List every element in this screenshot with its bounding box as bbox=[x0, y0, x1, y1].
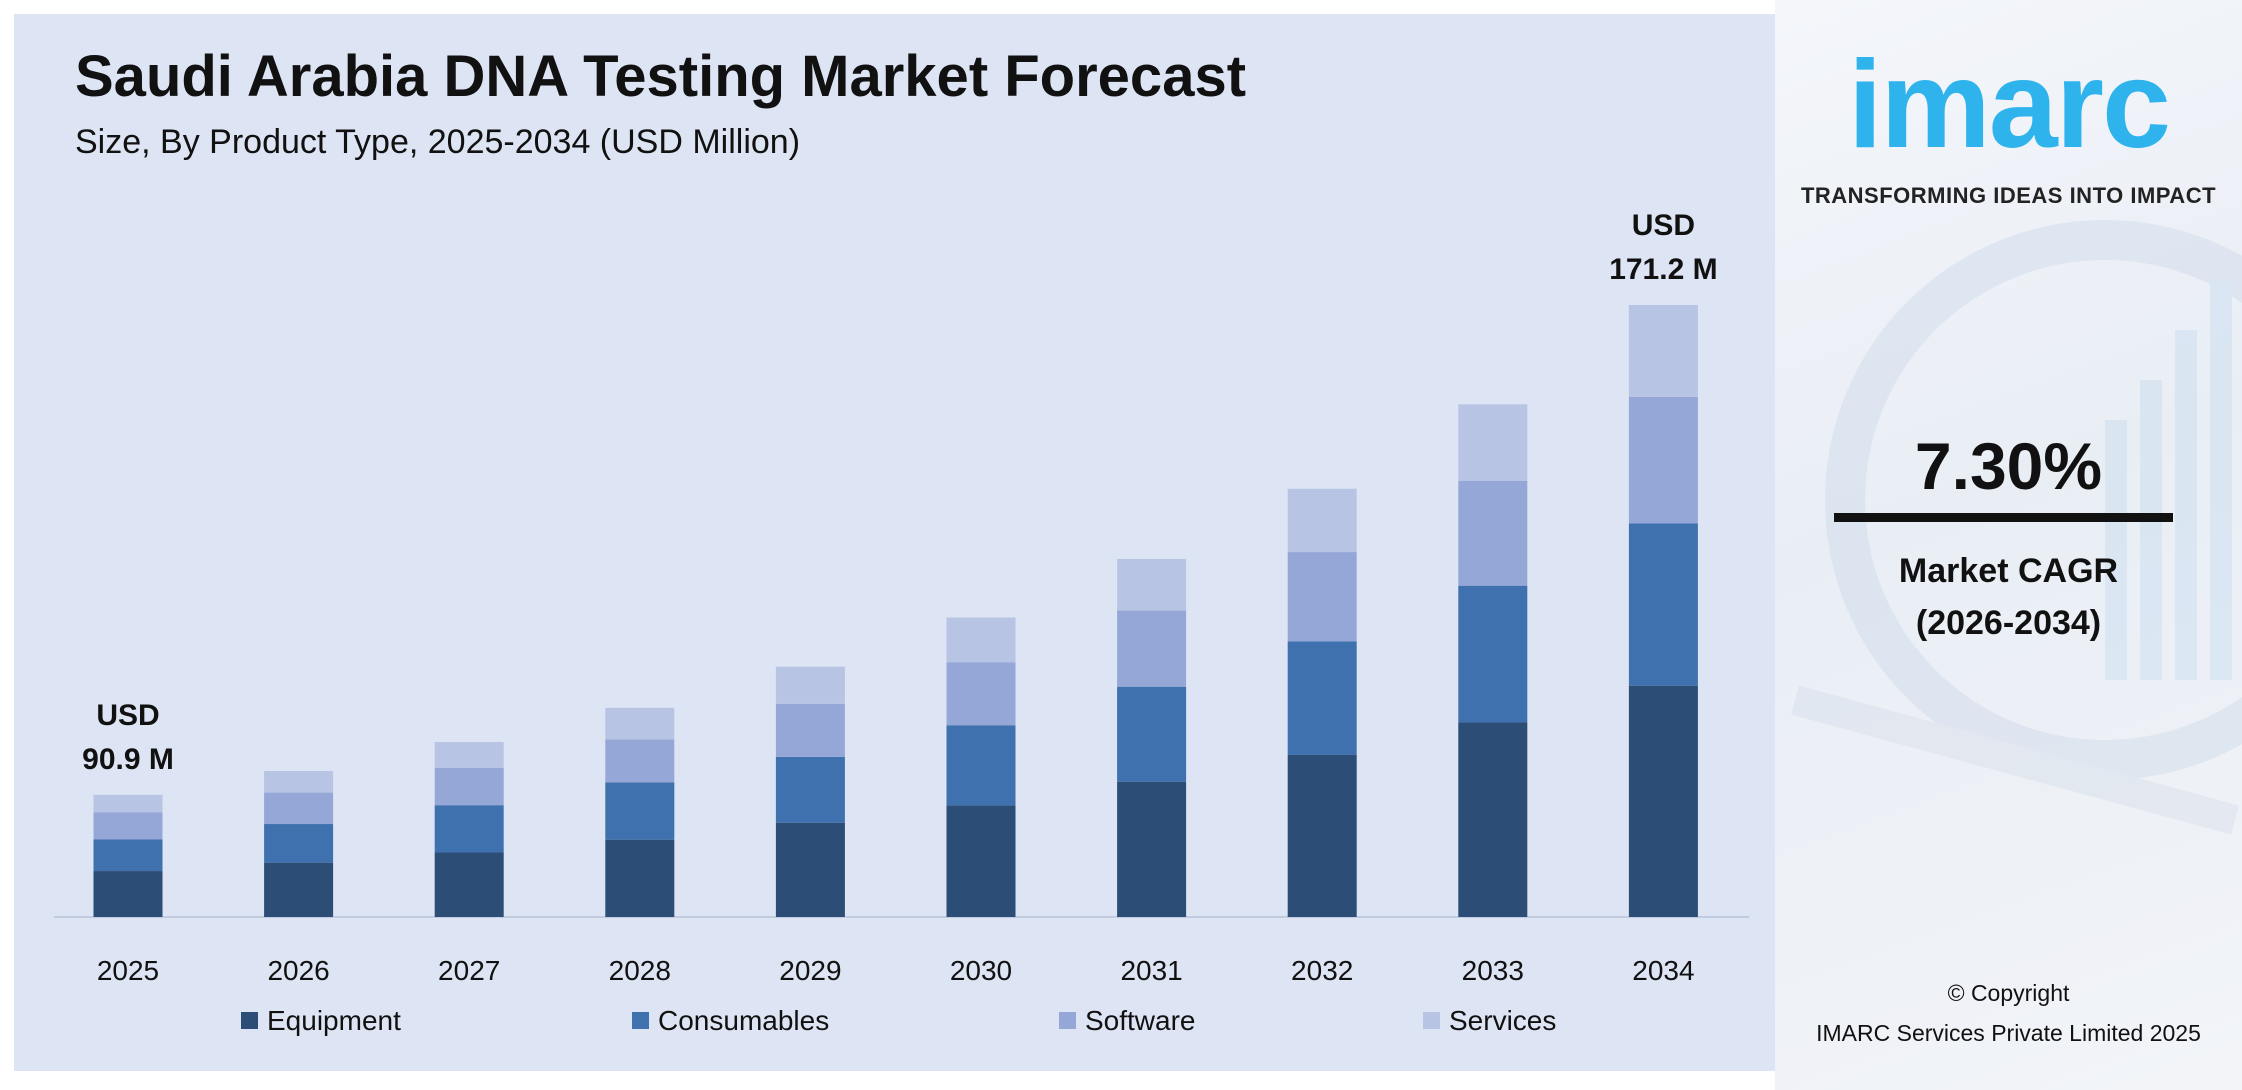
bar-segment-software-2026 bbox=[264, 792, 334, 825]
x-tick-label-2034: 2034 bbox=[1632, 955, 1694, 986]
bar-segment-consumables-2034 bbox=[1628, 523, 1698, 686]
legend-swatch-equipment bbox=[241, 1012, 258, 1029]
bar-segment-software-2031 bbox=[1117, 610, 1187, 687]
bar-segment-consumables-2027 bbox=[434, 805, 504, 853]
bar-segment-consumables-2030 bbox=[946, 725, 1016, 806]
bar-segment-equipment-2027 bbox=[434, 852, 504, 917]
bar-segment-consumables-2026 bbox=[264, 824, 334, 863]
data-label-2025-currency: USD bbox=[96, 699, 159, 732]
bar-segment-services-2027 bbox=[434, 742, 504, 768]
bar-segment-consumables-2029 bbox=[775, 756, 845, 823]
bar-segment-consumables-2033 bbox=[1458, 585, 1528, 723]
cagr-label: Market CAGR bbox=[1898, 552, 2119, 590]
cagr-label-block: Market CAGR (2026-2034) bbox=[1775, 545, 2242, 649]
bar-segment-equipment-2032 bbox=[1287, 754, 1357, 917]
x-tick-label-2027: 2027 bbox=[438, 955, 500, 986]
bar-segment-consumables-2032 bbox=[1287, 641, 1357, 755]
bar-segment-services-2028 bbox=[605, 707, 675, 740]
x-tick-label-2028: 2028 bbox=[609, 955, 671, 986]
copyright-line-1: © Copyright bbox=[1947, 980, 2070, 1006]
bar-segment-services-2031 bbox=[1117, 558, 1187, 611]
bar-segment-services-2029 bbox=[775, 666, 845, 704]
bar-segment-equipment-2033 bbox=[1458, 722, 1528, 917]
bar-segment-software-2029 bbox=[775, 703, 845, 757]
bar-segment-services-2033 bbox=[1458, 404, 1528, 481]
data-label-2025-value: 90.9 M bbox=[82, 743, 174, 776]
bar-segment-consumables-2025 bbox=[93, 839, 163, 872]
bar-segment-consumables-2028 bbox=[605, 782, 675, 840]
bar-segment-equipment-2026 bbox=[264, 862, 334, 917]
cagr-value: 7.30% bbox=[1914, 429, 2103, 503]
bar-segment-equipment-2029 bbox=[775, 822, 845, 917]
legend-label-equipment: Equipment bbox=[267, 1005, 401, 1036]
bar-segment-equipment-2028 bbox=[605, 839, 675, 917]
stacked-bar-chart: 2025 USD 90.9 M 2026 2027 2028 2029 2030 2031 203… bbox=[54, 209, 1749, 1036]
legend-swatch-software bbox=[1059, 1012, 1076, 1029]
cagr-period: (2026-2034) bbox=[1915, 604, 2102, 642]
copyright-line-2: IMARC Services Private Limited 2025 bbox=[1816, 1020, 2201, 1046]
bar-segment-equipment-2031 bbox=[1117, 781, 1187, 917]
bar-segment-services-2030 bbox=[946, 617, 1016, 663]
bar-segment-software-2032 bbox=[1287, 552, 1357, 642]
legend-label-services: Services bbox=[1449, 1005, 1556, 1036]
decorative-background-graphic bbox=[1791, 220, 2242, 835]
x-tick-label-2030: 2030 bbox=[950, 955, 1012, 986]
bar-segment-services-2034 bbox=[1628, 305, 1698, 397]
x-tick-label-2031: 2031 bbox=[1120, 955, 1182, 986]
bar-segment-services-2032 bbox=[1287, 488, 1357, 553]
legend-swatch-services bbox=[1423, 1012, 1440, 1029]
copyright-block: © Copyright IMARC Services Private Limit… bbox=[1775, 973, 2242, 1053]
brand-panel: imarc TRANSFORMING IDEAS INTO IMPACT 7.3… bbox=[1775, 0, 2242, 1090]
x-tick-label-2029: 2029 bbox=[779, 955, 841, 986]
bar-segment-consumables-2031 bbox=[1117, 686, 1187, 782]
legend-swatch-consumables bbox=[632, 1012, 649, 1029]
bar-segment-software-2033 bbox=[1458, 480, 1528, 586]
bar-segment-software-2030 bbox=[946, 662, 1016, 726]
x-tick-label-2026: 2026 bbox=[267, 955, 329, 986]
data-label-2034-value: 171.2 M bbox=[1609, 253, 1717, 286]
legend-label-consumables: Consumables bbox=[658, 1005, 829, 1036]
x-tick-label-2025: 2025 bbox=[97, 955, 159, 986]
bar-segment-services-2025 bbox=[93, 794, 163, 813]
bar-segment-software-2028 bbox=[605, 739, 675, 783]
bar-segment-equipment-2034 bbox=[1628, 685, 1698, 917]
bar-segment-services-2026 bbox=[264, 771, 334, 793]
x-tick-label-2033: 2033 bbox=[1462, 955, 1524, 986]
x-tick-label-2032: 2032 bbox=[1291, 955, 1353, 986]
imarc-logo: imarc bbox=[1848, 36, 2171, 174]
cagr-divider bbox=[1834, 513, 2173, 522]
chart-subtitle: Size, By Product Type, 2025-2034 (USD Mi… bbox=[75, 123, 801, 161]
chart-panel: Saudi Arabia DNA Testing Market Forecast… bbox=[14, 14, 1775, 1071]
bar-segment-equipment-2025 bbox=[93, 871, 163, 917]
bar-segment-equipment-2030 bbox=[946, 805, 1016, 917]
legend-label-software: Software bbox=[1085, 1005, 1196, 1036]
bar-segment-software-2025 bbox=[93, 812, 163, 840]
bar-segment-software-2027 bbox=[434, 767, 504, 806]
data-label-2034-currency: USD bbox=[1632, 209, 1695, 242]
bar-segment-software-2034 bbox=[1628, 396, 1698, 524]
brand-tagline: TRANSFORMING IDEAS INTO IMPACT bbox=[1800, 183, 2217, 208]
chart-title: Saudi Arabia DNA Testing Market Forecast bbox=[75, 44, 1247, 109]
